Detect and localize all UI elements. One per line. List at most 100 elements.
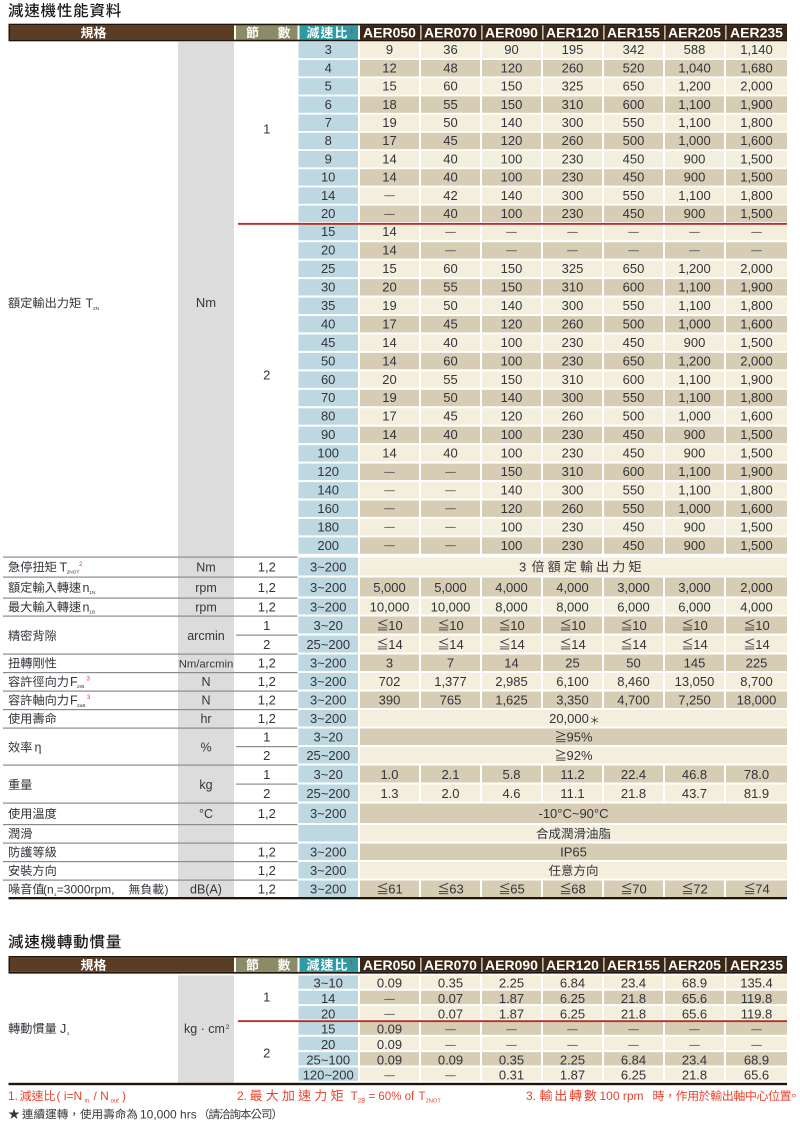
svg-text:): )	[122, 1089, 126, 1103]
svg-text:450: 450	[623, 519, 645, 534]
svg-text:9: 9	[386, 42, 393, 57]
svg-text:1,2: 1,2	[258, 599, 276, 614]
svg-text:230: 230	[562, 519, 584, 534]
svg-text:25: 25	[565, 656, 579, 671]
svg-text:588: 588	[684, 42, 706, 57]
svg-text:17: 17	[382, 409, 396, 424]
svg-text:8,000: 8,000	[556, 599, 589, 614]
svg-text:120: 120	[501, 133, 523, 148]
svg-text:—: —	[445, 484, 456, 496]
svg-text:1,500: 1,500	[740, 151, 773, 166]
svg-text:—: —	[751, 1039, 762, 1051]
svg-text:kg: kg	[199, 778, 212, 792]
svg-text:1.3: 1.3	[380, 786, 398, 801]
svg-text:°C: °C	[199, 807, 213, 821]
svg-text:4,000: 4,000	[740, 599, 773, 614]
svg-text:63: 63	[449, 882, 463, 897]
svg-text:120: 120	[501, 409, 523, 424]
svg-text:14: 14	[382, 151, 396, 166]
svg-text:1,500: 1,500	[740, 538, 773, 553]
svg-text:8,000: 8,000	[495, 599, 528, 614]
svg-text:68.9: 68.9	[744, 1052, 769, 1067]
svg-text:140: 140	[501, 483, 523, 498]
svg-text:—: —	[445, 244, 456, 256]
svg-text:2.0: 2.0	[441, 786, 459, 801]
svg-text:325: 325	[562, 261, 584, 276]
svg-text:30: 30	[321, 280, 335, 295]
svg-text:1,600: 1,600	[740, 409, 773, 424]
svg-text:61: 61	[388, 882, 402, 897]
svg-text:15: 15	[382, 261, 396, 276]
svg-text:AER235: AER235	[730, 25, 783, 41]
svg-text:10: 10	[693, 618, 707, 633]
svg-text:65.6: 65.6	[682, 1006, 707, 1021]
svg-text:20: 20	[321, 1037, 335, 1052]
svg-text:40: 40	[443, 446, 457, 461]
svg-text:3: 3	[87, 695, 91, 701]
svg-text:40: 40	[443, 206, 457, 221]
svg-text:—: —	[384, 1070, 395, 1082]
svg-text:6.25: 6.25	[621, 1068, 646, 1083]
svg-text:3~200: 3~200	[310, 863, 347, 878]
svg-text:—: —	[384, 521, 395, 533]
svg-text:120: 120	[501, 501, 523, 516]
svg-text:—: —	[384, 503, 395, 515]
svg-text:14: 14	[510, 637, 524, 652]
svg-text:IP65: IP65	[560, 845, 587, 860]
svg-text:5: 5	[325, 79, 332, 94]
svg-text:310: 310	[562, 372, 584, 387]
svg-text:21.8: 21.8	[621, 991, 646, 1006]
svg-text:1,000: 1,000	[678, 316, 711, 331]
svg-text:120: 120	[317, 464, 339, 479]
svg-text:n: n	[83, 600, 90, 614]
svg-text:10: 10	[571, 618, 585, 633]
svg-text:140: 140	[317, 483, 339, 498]
svg-text:8: 8	[325, 133, 332, 148]
svg-text:65: 65	[510, 882, 524, 897]
svg-text:23.4: 23.4	[621, 976, 646, 991]
svg-text:14: 14	[382, 353, 396, 368]
svg-text:25~200: 25~200	[306, 786, 350, 801]
svg-text:3~200: 3~200	[310, 674, 347, 689]
svg-text:10: 10	[388, 618, 402, 633]
svg-text:50: 50	[321, 353, 335, 368]
svg-text:T: T	[419, 1091, 426, 1103]
svg-text:—: —	[384, 208, 395, 220]
svg-text:1,500: 1,500	[740, 519, 773, 534]
svg-text:3~20: 3~20	[314, 730, 343, 745]
svg-text:550: 550	[623, 115, 645, 130]
svg-text:0.07: 0.07	[438, 991, 463, 1006]
svg-text:70: 70	[632, 882, 646, 897]
svg-text:17: 17	[382, 133, 396, 148]
svg-text:AER070: AER070	[424, 25, 477, 41]
svg-text:325: 325	[562, 79, 584, 94]
svg-text:2: 2	[263, 368, 270, 383]
svg-text:1,500: 1,500	[740, 427, 773, 442]
svg-text:260: 260	[562, 409, 584, 424]
svg-text:—: —	[445, 226, 456, 238]
svg-text:—: —	[567, 1039, 578, 1051]
svg-text:1: 1	[263, 730, 270, 745]
svg-text:1,100: 1,100	[678, 280, 711, 295]
svg-text:520: 520	[623, 60, 645, 75]
svg-text:60: 60	[443, 261, 457, 276]
svg-text:4.6: 4.6	[502, 786, 520, 801]
svg-text:42: 42	[443, 188, 457, 203]
svg-text:120~200: 120~200	[303, 1068, 354, 1083]
svg-text:1,100: 1,100	[678, 298, 711, 313]
svg-text:—: —	[751, 226, 762, 238]
svg-text:1,2: 1,2	[258, 559, 276, 574]
svg-text:150: 150	[501, 372, 523, 387]
svg-text:900: 900	[684, 335, 706, 350]
svg-text:60: 60	[321, 372, 335, 387]
svg-text:14: 14	[382, 224, 396, 239]
svg-text:3: 3	[519, 559, 526, 574]
svg-text:140: 140	[501, 298, 523, 313]
svg-text:100: 100	[501, 353, 523, 368]
svg-text:14: 14	[382, 170, 396, 185]
svg-text:5,000: 5,000	[434, 580, 467, 595]
svg-text:100: 100	[317, 446, 339, 461]
svg-text:2NOT: 2NOT	[426, 1099, 442, 1105]
svg-text:F: F	[70, 694, 78, 708]
svg-text:): )	[165, 883, 169, 897]
